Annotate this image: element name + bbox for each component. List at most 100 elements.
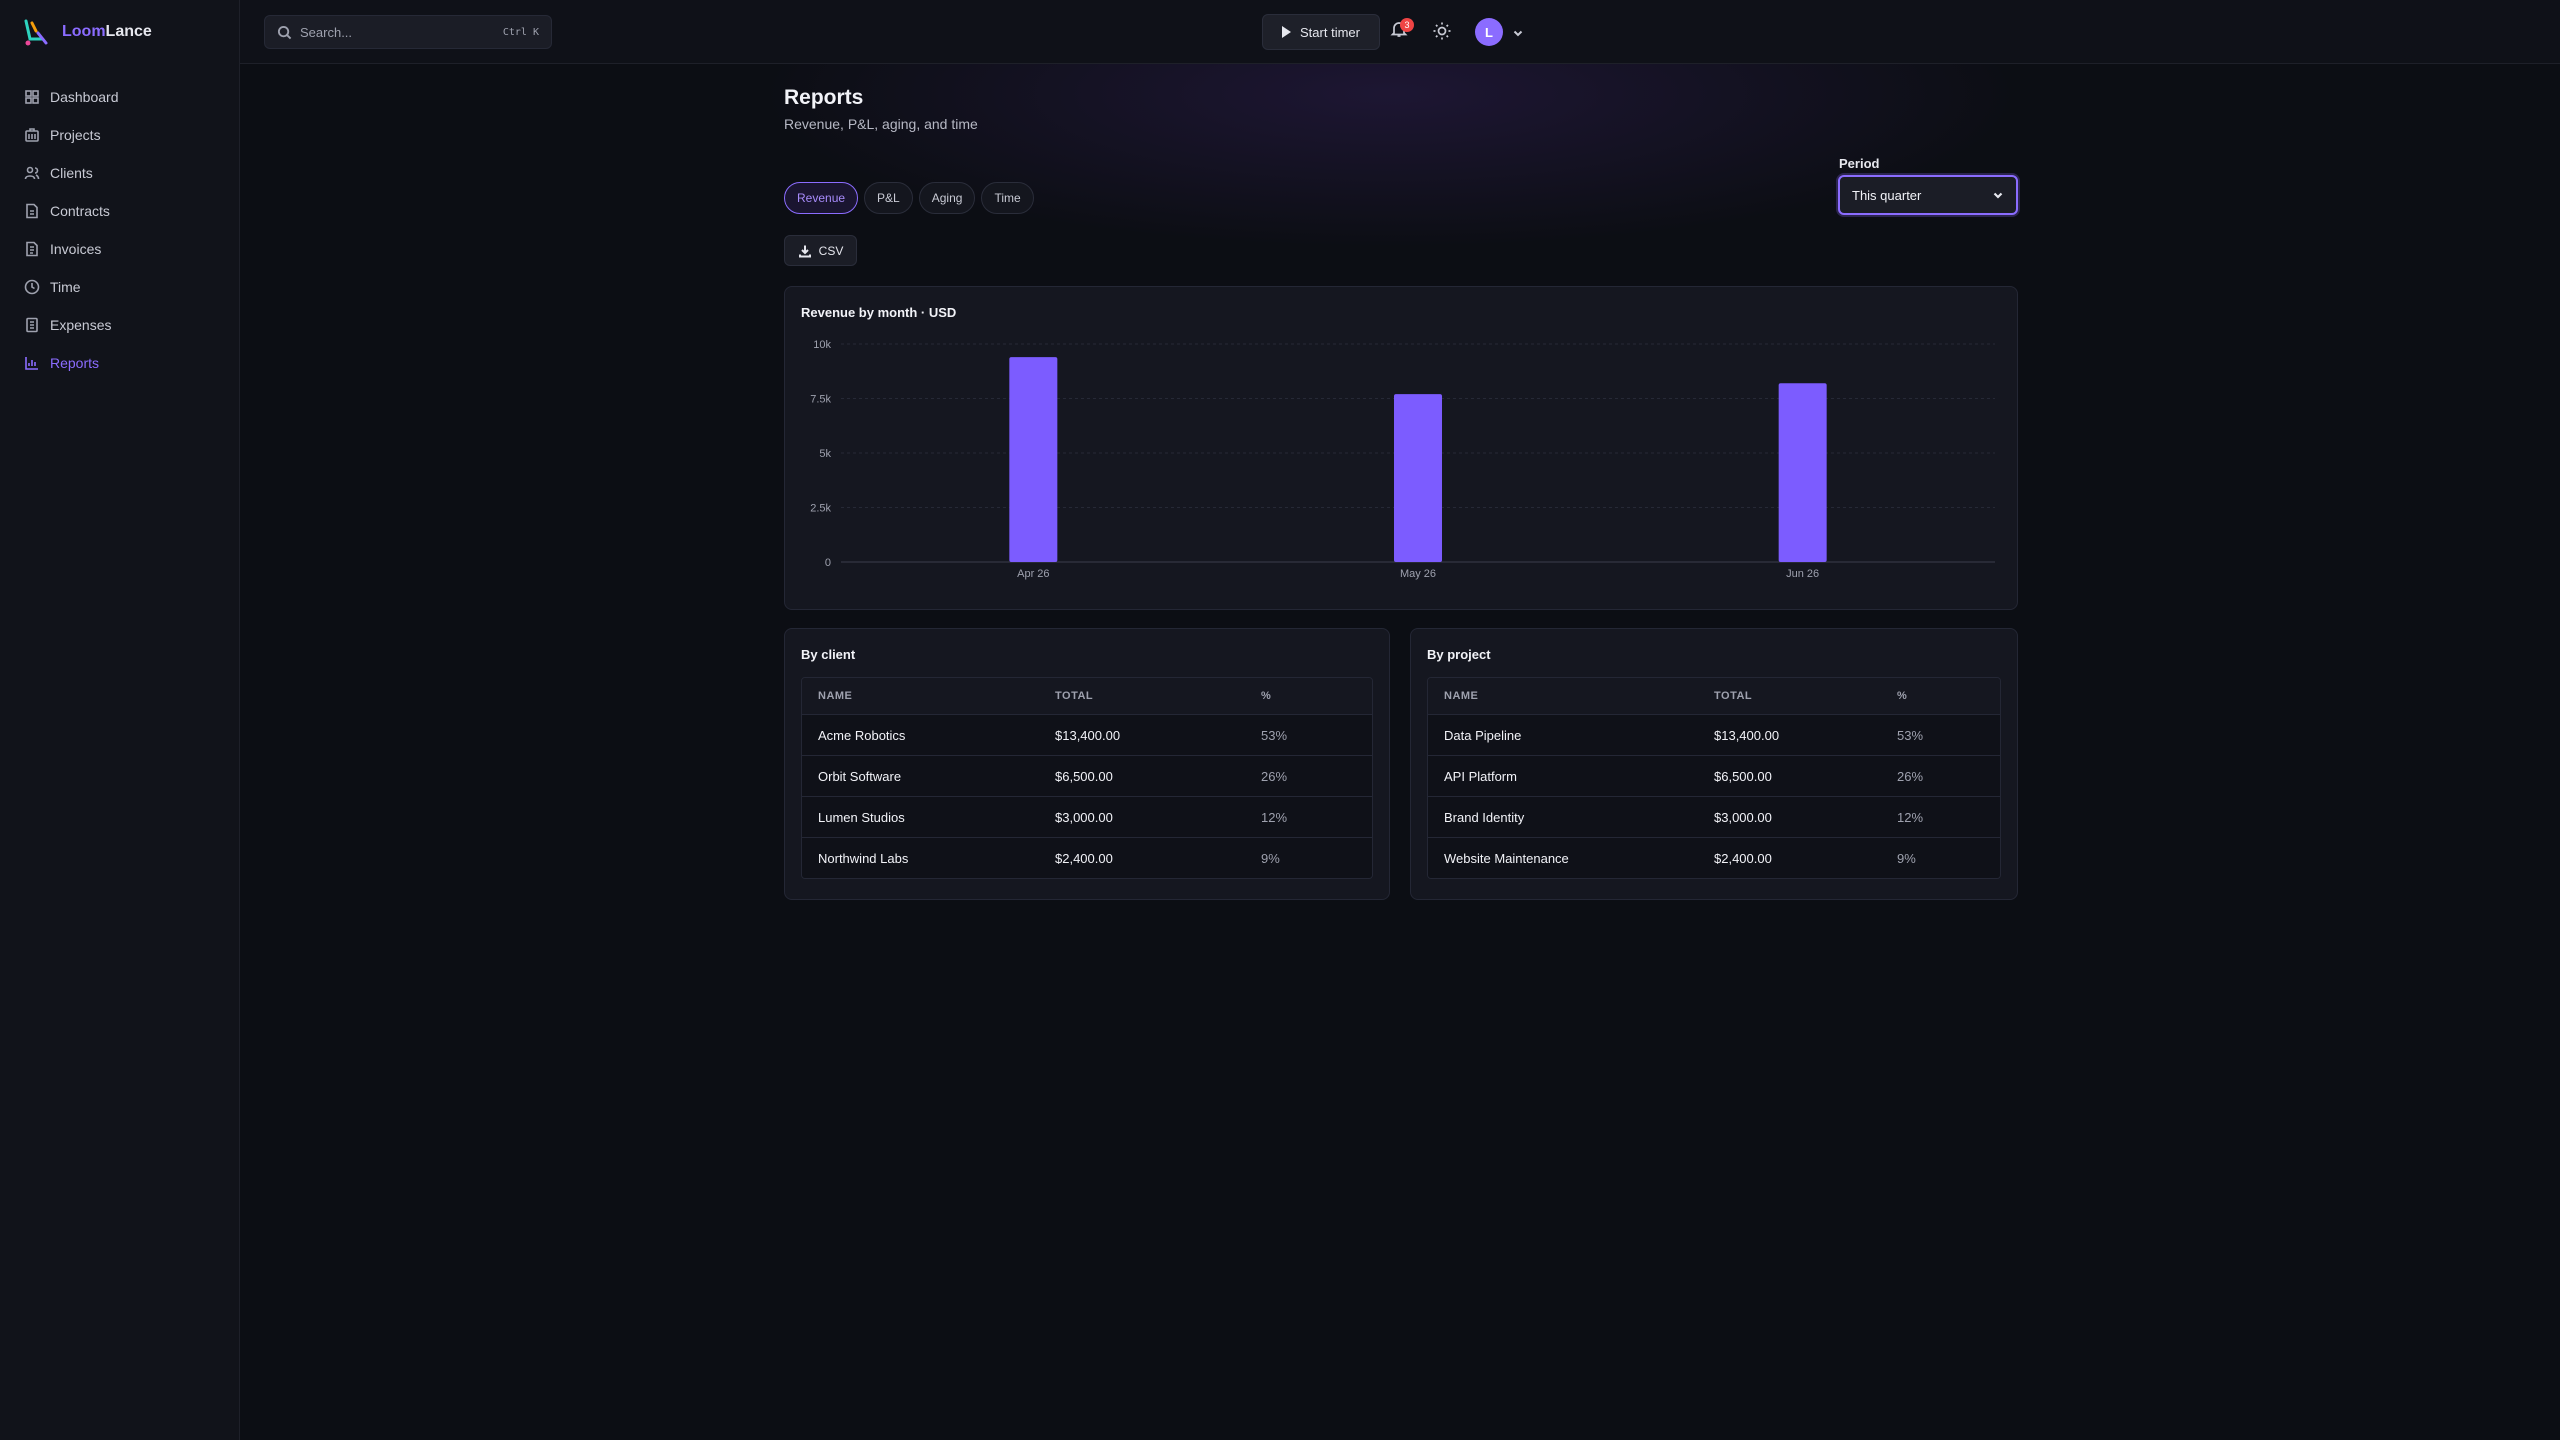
column-header-name[interactable]: NAME: [1444, 690, 1479, 702]
period-value: This quarter: [1852, 187, 1922, 203]
by-project-card: By project NAME TOTAL % Data Pipeline $1…: [1410, 628, 2018, 900]
client-total: $13,400.00: [1055, 727, 1121, 743]
receipt-icon: [26, 241, 38, 257]
revenue-chart-card: Revenue by month · USD 0 2.5k 5k 7.5k 10k Apr…: [784, 286, 2018, 610]
project-name: Data Pipeline: [1444, 727, 1522, 743]
sidebar-item-label: Reports: [50, 355, 100, 371]
loomlance-logo-icon: [24, 19, 48, 46]
project-percent: 53%: [1897, 727, 1924, 743]
client-percent: 53%: [1261, 727, 1288, 743]
project-total: $2,400.00: [1714, 850, 1772, 866]
start-timer-button[interactable]: Start timer: [1262, 14, 1380, 50]
search-icon: [277, 25, 292, 39]
client-name: Lumen Studios: [818, 809, 905, 825]
search-input[interactable]: Search... Ctrl K: [264, 15, 552, 49]
sidebar-item-clients[interactable]: Clients: [0, 154, 239, 192]
csv-export-button[interactable]: CSV: [784, 235, 857, 266]
bar-apr-26[interactable]: [1009, 357, 1058, 562]
chevron-down-icon: [1993, 192, 2003, 199]
column-header-name[interactable]: NAME: [818, 690, 853, 702]
client-name: Northwind Labs: [818, 850, 909, 866]
project-percent: 9%: [1897, 850, 1916, 866]
tab-aging[interactable]: Aging: [918, 182, 976, 214]
page-subtitle: Revenue, P&L, aging, and time: [784, 116, 978, 132]
bar-chart-icon: [25, 357, 38, 370]
sidebar-item-label: Clients: [50, 165, 93, 181]
bar-jun-26[interactable]: [1778, 383, 1827, 562]
brand[interactable]: LoomLance: [0, 0, 239, 64]
sun-icon: [1433, 22, 1451, 40]
y-tick-label: 10k: [813, 339, 831, 351]
x-tick-label: Jun 26: [1786, 568, 1819, 580]
y-tick-label: 2.5k: [810, 503, 831, 515]
by-client-title: By client: [801, 647, 856, 662]
table-row[interactable]: Acme Robotics $13,400.00 53%: [802, 714, 1372, 755]
client-total: $3,000.00: [1055, 809, 1113, 825]
client-percent: 26%: [1261, 768, 1288, 784]
sidebar-item-contracts[interactable]: Contracts: [0, 192, 239, 230]
table-row[interactable]: Lumen Studios $3,000.00 12%: [802, 796, 1372, 837]
column-header-percent[interactable]: %: [1897, 690, 1908, 702]
play-icon: [1282, 26, 1292, 38]
sidebar-item-label: Expenses: [50, 317, 112, 333]
tab-time[interactable]: Time: [981, 182, 1034, 214]
y-tick-label: 7.5k: [810, 394, 831, 406]
sidebar-nav: Dashboard Projects Clients Contracts Inv…: [0, 78, 239, 382]
table-row[interactable]: Brand Identity $3,000.00 12%: [1428, 796, 2000, 837]
project-total: $3,000.00: [1714, 809, 1772, 825]
table-row[interactable]: Northwind Labs $2,400.00 9%: [802, 837, 1372, 878]
by-client-table: NAME TOTAL % Acme Robotics $13,400.00 53…: [801, 677, 1373, 879]
by-project-table: NAME TOTAL % Data Pipeline $13,400.00 53…: [1427, 677, 2001, 879]
client-total: $2,400.00: [1055, 850, 1113, 866]
sidebar-item-invoices[interactable]: Invoices: [0, 230, 239, 268]
sidebar-item-projects[interactable]: Projects: [0, 116, 239, 154]
sidebar-item-expenses[interactable]: Expenses: [0, 306, 239, 344]
period-select[interactable]: This quarter: [1838, 175, 2018, 215]
project-name: Brand Identity: [1444, 809, 1525, 825]
sidebar-item-dashboard[interactable]: Dashboard: [0, 78, 239, 116]
column-header-total[interactable]: TOTAL: [1055, 690, 1094, 702]
table-row[interactable]: Orbit Software $6,500.00 26%: [802, 755, 1372, 796]
project-percent: 12%: [1897, 809, 1924, 825]
client-percent: 12%: [1261, 809, 1288, 825]
tab-pnl[interactable]: P&L: [864, 182, 913, 214]
y-tick-label: 0: [825, 557, 831, 569]
y-tick-label: 5k: [819, 448, 831, 460]
briefcase-icon: [25, 128, 39, 142]
x-tick-label: May 26: [1400, 568, 1436, 580]
column-header-total[interactable]: TOTAL: [1714, 690, 1753, 702]
tab-revenue[interactable]: Revenue: [784, 182, 859, 214]
table-header: NAME TOTAL %: [802, 678, 1372, 714]
sidebar-item-label: Invoices: [50, 241, 102, 257]
ledger-icon: [26, 317, 38, 333]
column-header-percent[interactable]: %: [1261, 690, 1272, 702]
sidebar-item-time[interactable]: Time: [0, 268, 239, 306]
table-row[interactable]: Data Pipeline $13,400.00 53%: [1428, 714, 2000, 755]
sidebar-item-label: Dashboard: [50, 89, 119, 105]
project-name: API Platform: [1444, 768, 1517, 784]
chevron-down-icon: [1513, 30, 1523, 37]
table-row[interactable]: API Platform $6,500.00 26%: [1428, 755, 2000, 796]
theme-toggle-button[interactable]: [1432, 21, 1452, 41]
sidebar-item-label: Time: [50, 279, 81, 295]
table-row[interactable]: Website Maintenance $2,400.00 9%: [1428, 837, 2000, 878]
sidebar-item-reports[interactable]: Reports: [0, 344, 239, 382]
by-client-card: By client NAME TOTAL % Acme Robotics $13…: [784, 628, 1390, 900]
client-name: Acme Robotics: [818, 727, 906, 743]
grid-icon: [25, 90, 39, 104]
chart-title: Revenue by month · USD: [801, 305, 957, 320]
page-title: Reports: [784, 86, 864, 109]
sidebar-item-label: Contracts: [50, 203, 110, 219]
download-icon: [798, 245, 811, 257]
project-percent: 26%: [1897, 768, 1924, 784]
users-icon: [24, 166, 40, 180]
bar-may-26[interactable]: [1394, 394, 1442, 562]
report-tabs: Revenue P&L Aging Time: [784, 182, 1040, 214]
client-name: Orbit Software: [818, 768, 902, 784]
x-tick-label: Apr 26: [1017, 568, 1049, 580]
avatar[interactable]: L: [1475, 18, 1503, 46]
main-content: Reports Revenue, P&L, aging, and time Re…: [240, 64, 2560, 1440]
account-menu-button[interactable]: [1512, 26, 1523, 37]
search-shortcut: Ctrl K: [502, 26, 539, 38]
notification-badge: 3: [1400, 18, 1414, 32]
